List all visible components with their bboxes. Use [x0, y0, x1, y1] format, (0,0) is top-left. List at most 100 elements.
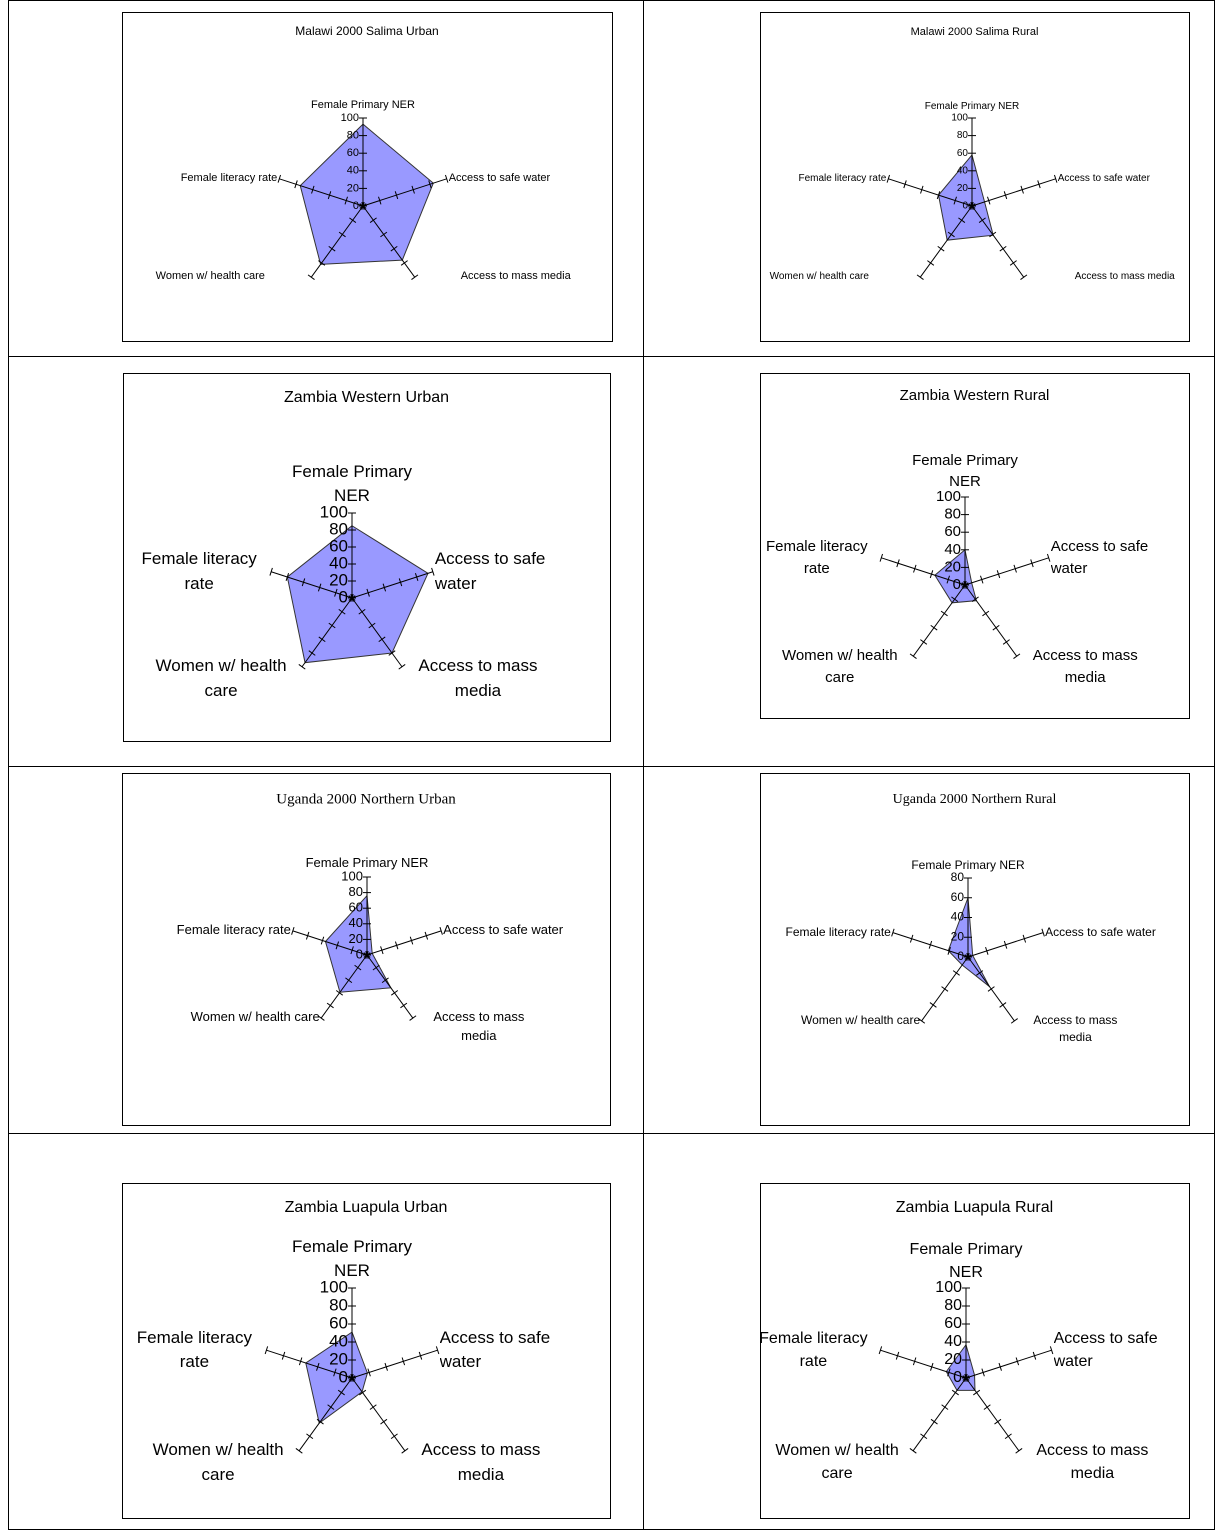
category-label: Female literacy rate	[176, 922, 291, 938]
radar-area	[937, 153, 994, 241]
category-label-box: Female literacy rate	[785, 925, 890, 939]
tick-mark	[989, 231, 997, 238]
tick-mark	[1020, 185, 1024, 194]
category-label: Access to mass media	[418, 656, 538, 700]
tick-mark	[308, 650, 316, 656]
tick-mark	[328, 622, 336, 629]
axis-line	[351, 571, 433, 599]
tick-mark	[307, 274, 315, 280]
tick-label: 40	[329, 553, 348, 572]
category-label-box: Access to mass media	[1075, 271, 1175, 282]
tick-mark	[350, 594, 354, 602]
category-label-box: Women w/ health care	[770, 271, 869, 282]
chart-title: Zambia Western Urban	[284, 389, 449, 406]
tick-mark	[996, 570, 1001, 579]
tick-mark	[1046, 553, 1051, 562]
chart-title: Zambia Luapula Rural	[896, 1199, 1053, 1216]
tick-mark	[973, 1389, 981, 1396]
category-label: Access to safe water	[434, 549, 546, 593]
tick-mark	[896, 559, 900, 568]
tick-mark	[409, 1015, 417, 1021]
chart-frame	[760, 1183, 1190, 1519]
tick-mark	[335, 990, 344, 996]
category-label-box: Women w/ health care	[775, 1442, 898, 1482]
axis-line	[881, 557, 966, 586]
category-label: Female literacy rate	[136, 1327, 253, 1372]
tick-mark	[316, 1418, 324, 1425]
category-label-wrap: Women w/ health care	[767, 645, 912, 735]
category-label: Women w/ health care	[155, 269, 265, 282]
tick-mark	[1037, 180, 1041, 189]
category-label: Access to mass media	[1032, 646, 1138, 686]
tick-mark	[951, 596, 959, 602]
axis-line	[888, 178, 973, 207]
tick-mark	[918, 1018, 926, 1024]
tick-mark	[350, 1374, 354, 1382]
tick-mark	[1022, 934, 1027, 943]
category-label-box: Women w/ health care	[767, 645, 912, 735]
tick-mark	[318, 636, 326, 643]
category-label: Female Primary NER	[292, 1236, 412, 1281]
category-label-wrap: Women w/ health care	[141, 654, 301, 744]
tick-mark	[411, 185, 415, 194]
tick-mark	[999, 1002, 1007, 1008]
tick-mark	[298, 1357, 303, 1366]
category-label-box: Access to mass media	[1032, 646, 1138, 686]
category-label: Access to mass media	[433, 1009, 525, 1044]
tick-mark	[394, 941, 399, 950]
category-label: Female literacy rate	[141, 549, 257, 593]
category-label-box: Access to mass media	[421, 1440, 541, 1484]
tick-mark	[1004, 1433, 1012, 1440]
category-label: Access to safe water	[1053, 1330, 1158, 1371]
tick-mark	[1009, 260, 1017, 266]
axis-line	[298, 1377, 353, 1452]
tick-mark	[368, 622, 376, 629]
axis-line	[919, 205, 973, 278]
category-label: Access to mass media	[421, 1440, 541, 1484]
category-label-box: Access to mass media	[1036, 1442, 1148, 1482]
tick-mark	[277, 174, 282, 183]
category-label-wrap: Access to safe water	[449, 134, 649, 224]
axis-line	[266, 1349, 353, 1379]
category-label-box: Female literacy rate	[798, 173, 886, 184]
tick-mark	[428, 180, 432, 189]
tick-mark	[320, 936, 325, 945]
category-label: Women w/ health care	[781, 646, 898, 686]
tick-mark	[380, 946, 384, 955]
axis-line	[292, 930, 368, 956]
tick-mark	[366, 588, 370, 597]
axis-line	[965, 1349, 1052, 1379]
tick-label: 0	[356, 946, 363, 961]
tick-mark	[895, 1351, 900, 1360]
tick-label: 100	[341, 868, 363, 883]
category-label-wrap: Female Primary NER	[896, 1194, 1036, 1284]
tick-mark	[338, 231, 346, 238]
tick-label: 80	[329, 1295, 348, 1314]
category-label: Women w/ health care	[152, 1440, 284, 1484]
tick-mark	[401, 1357, 406, 1366]
tick-mark	[365, 951, 369, 959]
category-label-box: Access to safe water	[449, 134, 649, 224]
tick-mark	[398, 578, 403, 587]
category-label-wrap: Female Primary NER	[868, 784, 1068, 874]
category-label-box: Female Primary NER	[311, 99, 415, 111]
category-label-box: Access to mass media	[418, 656, 538, 700]
tick-mark	[369, 1404, 377, 1410]
tick-mark	[983, 1404, 991, 1410]
tick-mark	[928, 940, 933, 949]
tick-label: 60	[944, 1315, 962, 1332]
tick-mark	[444, 174, 449, 183]
tick-mark	[390, 245, 398, 252]
tick-mark	[384, 1362, 388, 1371]
tick-mark	[992, 624, 1000, 631]
tick-label: 100	[935, 1279, 962, 1296]
category-label-wrap: Access to safe water	[435, 527, 580, 617]
category-label-box: Female Primary NER	[925, 101, 1019, 112]
radar-chart: Malawi 2000 Salima Rural020406080100Fema…	[760, 12, 1217, 342]
category-label: Access to mass media	[1033, 1012, 1118, 1045]
category-label-wrap: Access to safe water	[1058, 134, 1217, 224]
axis-line	[351, 1349, 438, 1379]
category-label-wrap: Female literacy rate	[754, 513, 879, 603]
category-label-wrap: Access to safe water	[440, 1305, 585, 1395]
